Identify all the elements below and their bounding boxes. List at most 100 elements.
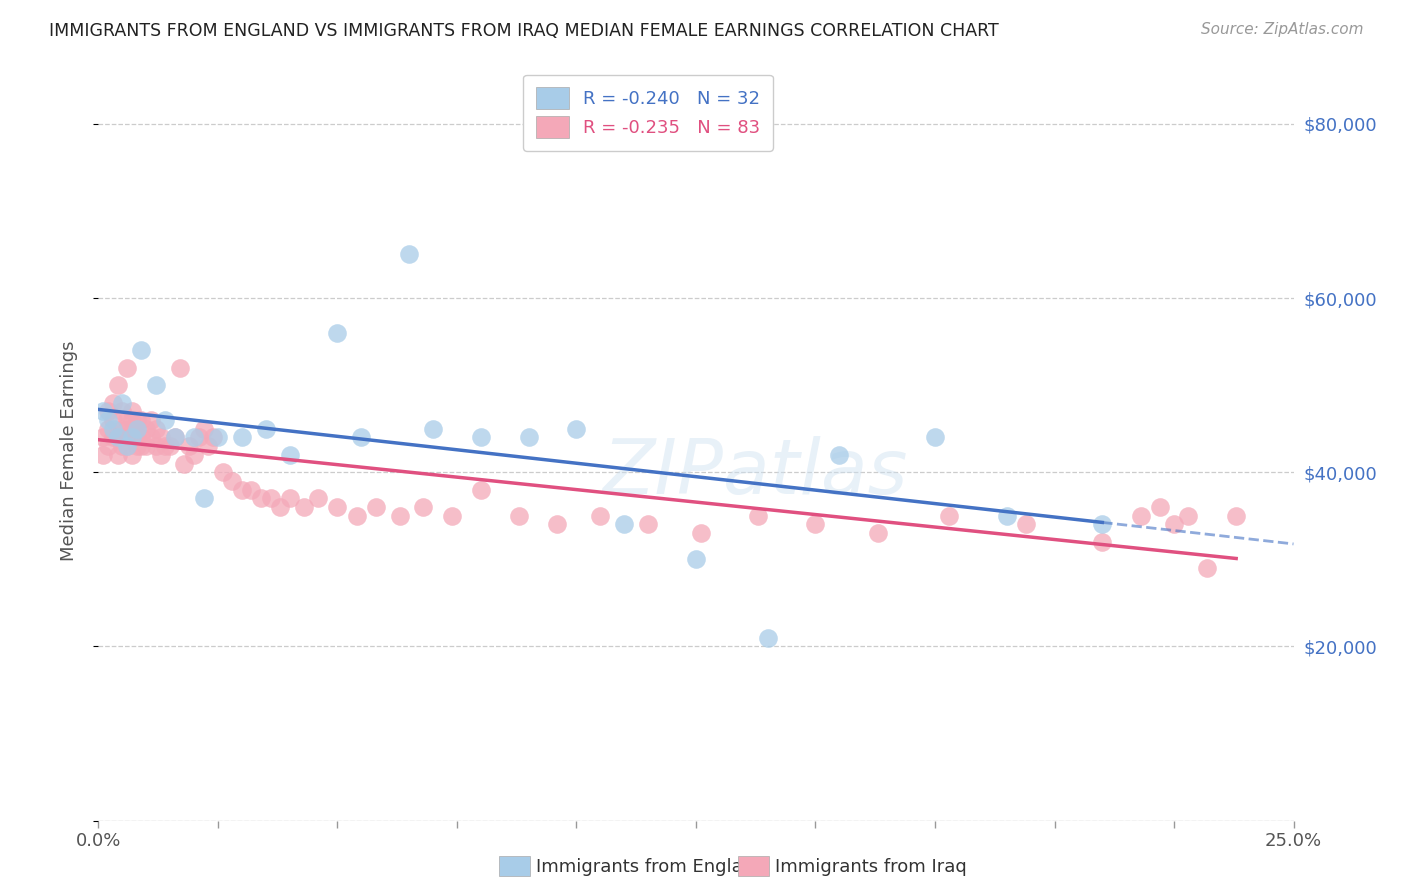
Point bbox=[115, 439, 138, 453]
Point bbox=[145, 422, 167, 436]
Point bbox=[231, 430, 253, 444]
Legend: R = -0.240   N = 32, R = -0.235   N = 83: R = -0.240 N = 32, R = -0.235 N = 83 bbox=[523, 75, 773, 151]
Point bbox=[364, 500, 387, 514]
Point bbox=[202, 430, 225, 444]
Point bbox=[250, 491, 273, 506]
Point bbox=[254, 422, 277, 436]
Point bbox=[131, 439, 153, 453]
Point bbox=[101, 422, 124, 436]
Point bbox=[131, 343, 153, 358]
Point bbox=[1163, 517, 1185, 532]
Point bbox=[292, 500, 315, 514]
Point bbox=[115, 422, 138, 436]
Point bbox=[589, 508, 612, 523]
Point bbox=[121, 413, 143, 427]
Point bbox=[169, 360, 191, 375]
Point bbox=[546, 517, 568, 532]
Point bbox=[131, 430, 153, 444]
Point bbox=[111, 439, 134, 453]
Point bbox=[828, 448, 851, 462]
Point bbox=[938, 508, 960, 523]
Point bbox=[207, 430, 229, 444]
Point bbox=[125, 439, 148, 453]
Point bbox=[111, 404, 134, 418]
Point bbox=[470, 483, 492, 497]
Point bbox=[145, 378, 167, 392]
Point bbox=[278, 448, 301, 462]
Point bbox=[1149, 500, 1171, 514]
Point bbox=[121, 448, 143, 462]
Point bbox=[187, 430, 209, 444]
Point bbox=[101, 430, 124, 444]
Point bbox=[346, 508, 368, 523]
Point bbox=[259, 491, 281, 506]
Point bbox=[121, 404, 143, 418]
Point bbox=[193, 491, 215, 506]
Point bbox=[115, 413, 138, 427]
Point bbox=[197, 439, 219, 453]
Point bbox=[1129, 508, 1152, 523]
Point bbox=[101, 413, 124, 427]
Point bbox=[145, 439, 167, 453]
Point bbox=[637, 517, 659, 532]
Point bbox=[221, 474, 243, 488]
Point bbox=[193, 422, 215, 436]
Point bbox=[231, 483, 253, 497]
Point bbox=[211, 465, 233, 479]
Point bbox=[111, 422, 134, 436]
Point bbox=[517, 430, 540, 444]
Point bbox=[135, 422, 157, 436]
Point bbox=[115, 360, 138, 375]
Point bbox=[101, 395, 124, 409]
Point bbox=[1225, 508, 1247, 523]
Point bbox=[111, 395, 134, 409]
Point bbox=[1197, 561, 1219, 575]
Point bbox=[183, 430, 205, 444]
Point bbox=[1177, 508, 1199, 523]
Point bbox=[422, 422, 444, 436]
Point bbox=[149, 430, 172, 444]
Point bbox=[269, 500, 291, 514]
Point bbox=[326, 500, 349, 514]
Text: Source: ZipAtlas.com: Source: ZipAtlas.com bbox=[1201, 22, 1364, 37]
Point bbox=[97, 422, 120, 436]
Point bbox=[91, 404, 114, 418]
Point bbox=[689, 526, 711, 541]
Point bbox=[139, 413, 162, 427]
Point bbox=[326, 326, 349, 340]
Point bbox=[111, 430, 134, 444]
Point bbox=[125, 422, 148, 436]
Point bbox=[121, 430, 143, 444]
Point bbox=[91, 430, 114, 444]
Point bbox=[107, 430, 129, 444]
Point bbox=[131, 413, 153, 427]
Point bbox=[163, 430, 186, 444]
Point bbox=[240, 483, 263, 497]
Point bbox=[155, 439, 177, 453]
Point bbox=[350, 430, 373, 444]
Point bbox=[179, 439, 201, 453]
Point bbox=[97, 439, 120, 453]
Point bbox=[139, 430, 162, 444]
Point bbox=[685, 552, 707, 566]
Point bbox=[149, 448, 172, 462]
Point bbox=[1091, 517, 1114, 532]
Point bbox=[756, 631, 779, 645]
Point bbox=[278, 491, 301, 506]
Point bbox=[159, 439, 181, 453]
Point bbox=[183, 448, 205, 462]
Point bbox=[470, 430, 492, 444]
Point bbox=[125, 413, 148, 427]
Point bbox=[97, 404, 120, 418]
Point bbox=[307, 491, 329, 506]
Point bbox=[163, 430, 186, 444]
Text: Immigrants from Iraq: Immigrants from Iraq bbox=[775, 858, 966, 876]
Point bbox=[125, 422, 148, 436]
Point bbox=[121, 430, 143, 444]
Point bbox=[107, 430, 129, 444]
Point bbox=[398, 247, 420, 261]
Point bbox=[508, 508, 530, 523]
Point bbox=[125, 430, 148, 444]
Point bbox=[173, 457, 195, 471]
Point bbox=[866, 526, 889, 541]
